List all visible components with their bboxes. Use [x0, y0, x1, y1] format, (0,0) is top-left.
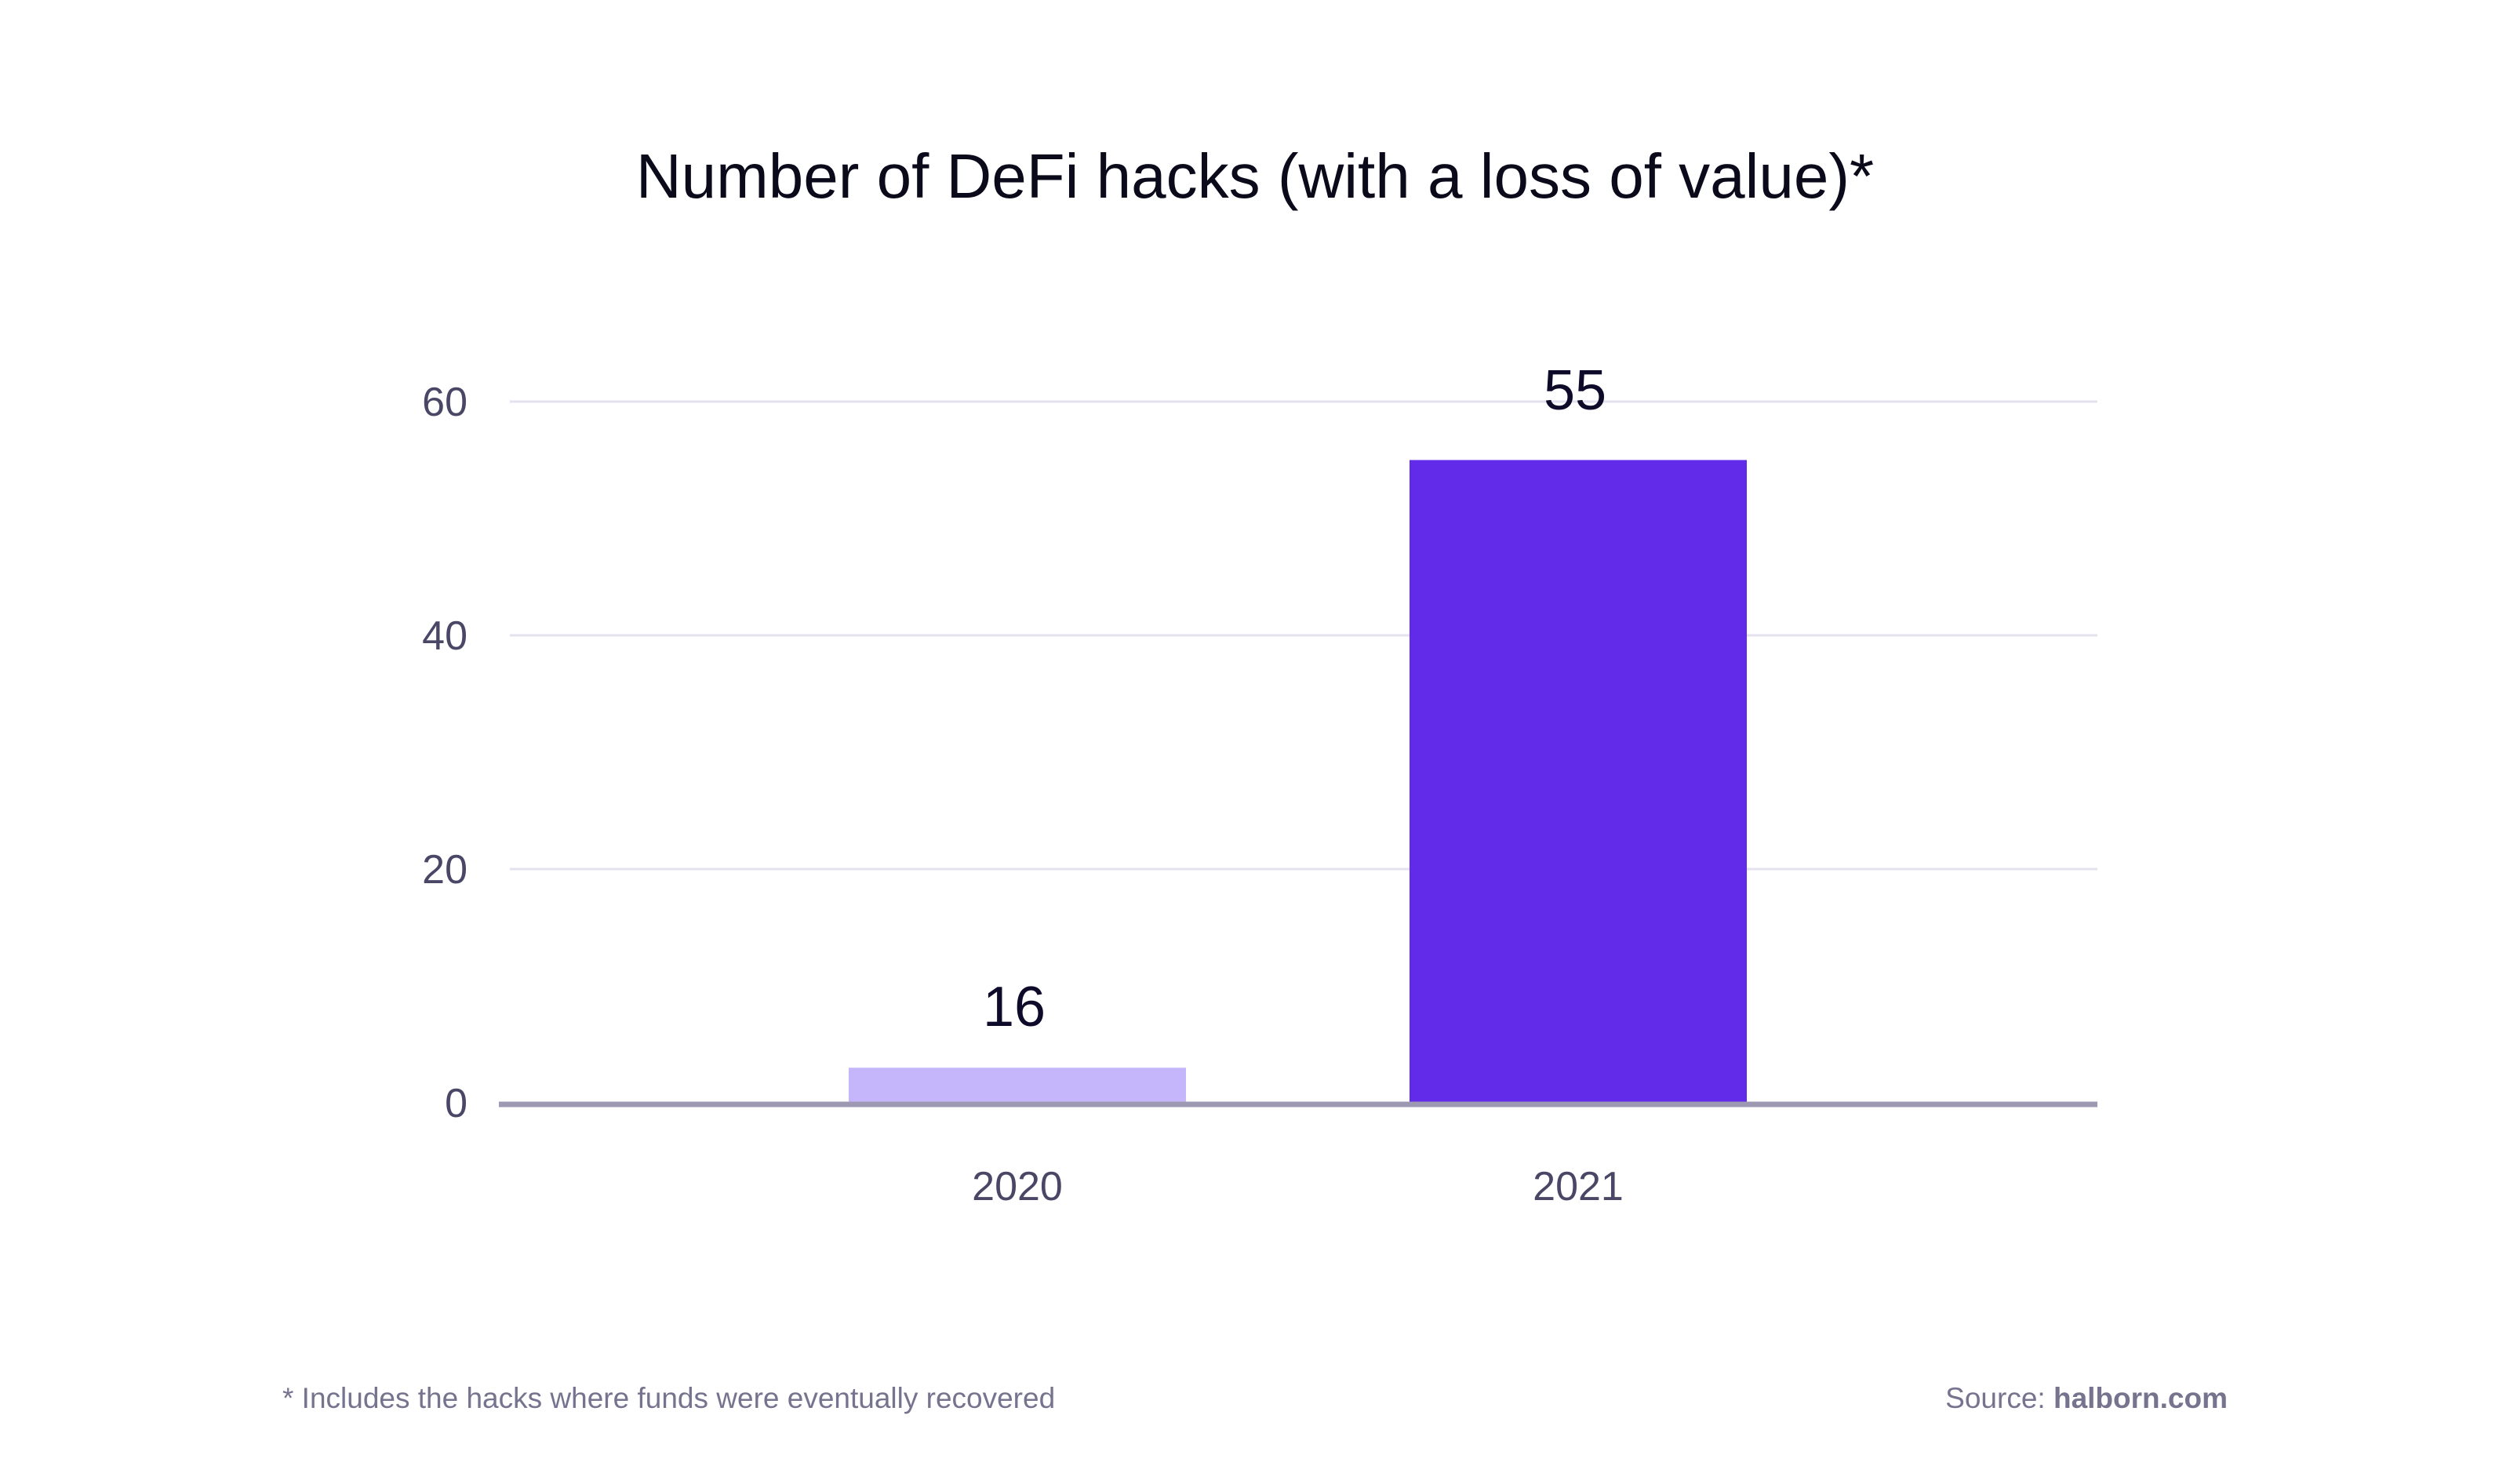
y-tick-label: 20	[422, 847, 467, 893]
bar-2021	[1410, 460, 1747, 1103]
source-prefix: Source:	[1945, 1382, 2053, 1414]
y-tick-label: 0	[445, 1081, 467, 1126]
y-tick-label: 40	[422, 613, 467, 659]
y-axis-ticks: 0 20 40 60	[422, 380, 467, 1126]
x-axis-labels: 2020 2021	[972, 1164, 1624, 1209]
footnote: * Includes the hacks where funds were ev…	[282, 1382, 1055, 1414]
data-label-2020: 16	[983, 976, 1046, 1038]
x-tick-label-2020: 2020	[972, 1164, 1063, 1209]
chart-title: Number of DeFi hacks (with a loss of val…	[636, 141, 1874, 211]
bars	[849, 460, 1747, 1103]
y-tick-label: 60	[422, 380, 467, 425]
source-credit: Source: halborn.com	[1945, 1382, 2228, 1414]
x-tick-label-2021: 2021	[1533, 1164, 1624, 1209]
bar-2020	[849, 1068, 1186, 1103]
gridlines	[510, 400, 2097, 871]
source-name: halborn.com	[2053, 1382, 2228, 1414]
data-label-2021: 55	[1544, 359, 1606, 422]
